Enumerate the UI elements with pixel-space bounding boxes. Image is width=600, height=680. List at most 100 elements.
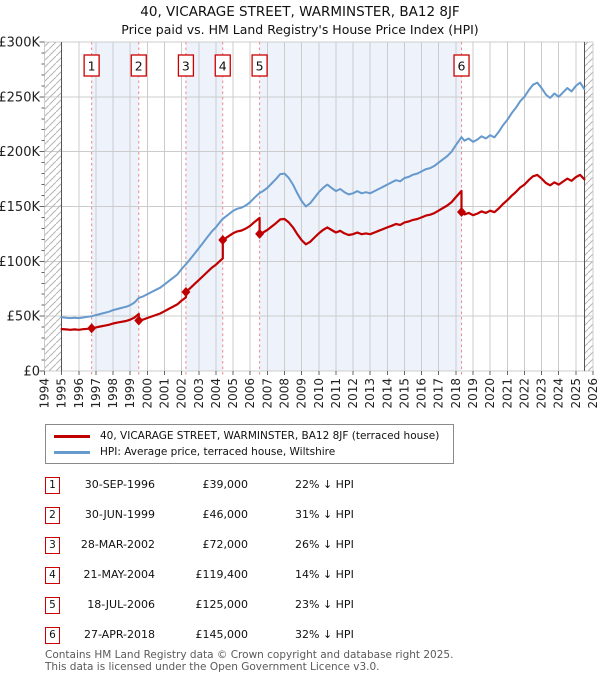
sale-hpi-diff: 31% ↓ HPI	[295, 508, 354, 521]
x-axis-label: 2022	[517, 378, 531, 409]
license-line-1: Contains HM Land Registry data © Crown c…	[45, 649, 454, 661]
x-axis-label: 2018	[449, 378, 463, 409]
x-axis-label: 2007	[260, 378, 274, 409]
x-axis-label: 1994	[38, 378, 52, 409]
sale-hpi-diff: 32% ↓ HPI	[295, 628, 354, 641]
x-axis-label: 2016	[415, 378, 429, 409]
sale-number-box	[214, 54, 231, 77]
sale-date: 27-APR-2018	[83, 628, 155, 641]
y-axis-label: £0	[23, 365, 40, 380]
table-row: 1 30-SEP-1996 £39,000 22% ↓ HPI	[45, 474, 555, 504]
sale-number-badge: 3	[45, 537, 60, 554]
plot-area: 1 2 3 4 5 6 £0 £50K £100K £150K £200K £250K £300K 199…	[0, 36, 600, 409]
no-data-hatch	[584, 42, 593, 371]
x-axis-label: 2021	[500, 378, 514, 409]
sale-number-label: 2	[135, 59, 143, 74]
sale-number-box	[251, 54, 268, 77]
sale-number-badge: 4	[45, 567, 60, 584]
x-axis-label: 2012	[346, 378, 360, 409]
sales-table: 1 30-SEP-1996 £39,000 22% ↓ HPI 2 30-JUN…	[45, 474, 555, 654]
sale-hpi-diff: 22% ↓ HPI	[295, 478, 354, 491]
x-axis-label: 2004	[209, 378, 223, 409]
y-axis-label: £300K	[0, 36, 40, 51]
sale-date: 28-MAR-2002	[80, 538, 155, 551]
sale-diamond-marker	[457, 206, 467, 217]
sale-date: 30-SEP-1996	[84, 478, 155, 491]
x-axis-label: 2008	[277, 378, 291, 409]
x-axis-label: 2017	[432, 378, 446, 409]
sale-price: £39,000	[202, 478, 249, 491]
sale-number-label: 5	[256, 59, 264, 74]
legend-label-hpi: HPI: Average price, terraced house, Wilt…	[100, 446, 336, 458]
chart-title: 40, VICARAGE STREET, WARMINSTER, BA12 8J…	[140, 4, 459, 20]
property-line-swatch	[54, 434, 90, 438]
legend-entry-property: 40, VICARAGE STREET, WARMINSTER, BA12 8J…	[54, 430, 445, 442]
sale-diamond-marker	[181, 287, 191, 298]
sale-price: £125,000	[195, 598, 249, 611]
x-axis-label: 2009	[295, 378, 309, 409]
y-axis-label: £50K	[7, 310, 41, 325]
table-row: 4 21-MAY-2004 £119,400 14% ↓ HPI	[45, 564, 555, 594]
table-row: 2 30-JUN-1999 £46,000 31% ↓ HPI	[45, 504, 555, 534]
y-axis-label: £100K	[0, 255, 40, 270]
sale-number-badge: 2	[45, 507, 60, 524]
x-axis-label: 2003	[192, 378, 206, 409]
sale-number-label: 6	[458, 59, 466, 74]
sale-price: £145,000	[195, 628, 249, 641]
x-axis-label: 2001	[157, 378, 171, 409]
y-axis-label: £250K	[0, 90, 40, 105]
y-axis-label: £150K	[0, 200, 40, 215]
sale-number-box	[177, 54, 195, 77]
sale-number-label: 1	[88, 59, 96, 74]
sale-price: £119,400	[195, 568, 249, 581]
x-axis-label: 2010	[312, 378, 326, 409]
chart-subtitle: Price paid vs. HM Land Registry's House …	[121, 22, 478, 37]
x-axis-label: 2015	[397, 378, 411, 409]
sale-diamond-marker	[134, 315, 144, 326]
sale-diamond-marker	[87, 323, 97, 334]
x-axis-label: 1996	[72, 378, 86, 409]
sale-hpi-diff: 23% ↓ HPI	[295, 598, 354, 611]
sale-price: £46,000	[202, 508, 249, 521]
property-price-line	[60, 173, 586, 331]
x-axis-label: 2005	[226, 378, 240, 409]
sale-number-badge: 5	[45, 597, 60, 614]
sale-number-label: 3	[182, 59, 190, 74]
sale-number-label: 4	[219, 59, 227, 74]
sale-price: £72,000	[202, 538, 249, 551]
sale-number-badge: 6	[45, 627, 60, 644]
table-row: 6 27-APR-2018 £145,000 32% ↓ HPI	[45, 624, 555, 654]
x-axis-label: 2026	[586, 378, 600, 409]
sale-diamond-marker	[255, 228, 265, 239]
sale-diamond-marker	[218, 235, 228, 246]
x-axis-label: 2020	[483, 378, 497, 409]
license-note: Contains HM Land Registry data © Crown c…	[45, 649, 454, 673]
sale-hpi-diff: 14% ↓ HPI	[295, 568, 354, 581]
sale-number-box	[83, 54, 100, 77]
x-axis-label: 2014	[380, 378, 394, 409]
sale-number-box	[130, 54, 147, 77]
x-axis-label: 2025	[569, 378, 583, 409]
x-axis-label: 2006	[243, 378, 257, 409]
no-data-hatch	[44, 42, 62, 371]
legend-label-property: 40, VICARAGE STREET, WARMINSTER, BA12 8J…	[100, 430, 440, 442]
x-axis-label: 2019	[466, 378, 480, 409]
table-row: 5 18-JUL-2006 £125,000 23% ↓ HPI	[45, 594, 555, 624]
table-row: 3 28-MAR-2002 £72,000 26% ↓ HPI	[45, 534, 555, 564]
license-line-2: This data is licensed under the Open Gov…	[45, 660, 380, 673]
x-axis-label: 2013	[363, 378, 377, 409]
x-axis-label: 2024	[552, 378, 566, 409]
x-axis-label: 2002	[175, 378, 189, 409]
x-axis-label: 2000	[140, 378, 154, 409]
x-axis-label: 1998	[106, 378, 120, 409]
sale-number-box	[453, 54, 470, 77]
sale-date: 21-MAY-2004	[83, 568, 155, 581]
sale-date: 30-JUN-1999	[84, 508, 155, 521]
x-axis-label: 1995	[55, 378, 69, 409]
sale-date: 18-JUL-2006	[87, 598, 155, 611]
x-axis-label: 2023	[535, 378, 549, 409]
x-axis-label: 1999	[123, 378, 137, 409]
y-axis-label: £200K	[0, 145, 40, 160]
legend-entry-hpi: HPI: Average price, terraced house, Wilt…	[54, 446, 445, 458]
